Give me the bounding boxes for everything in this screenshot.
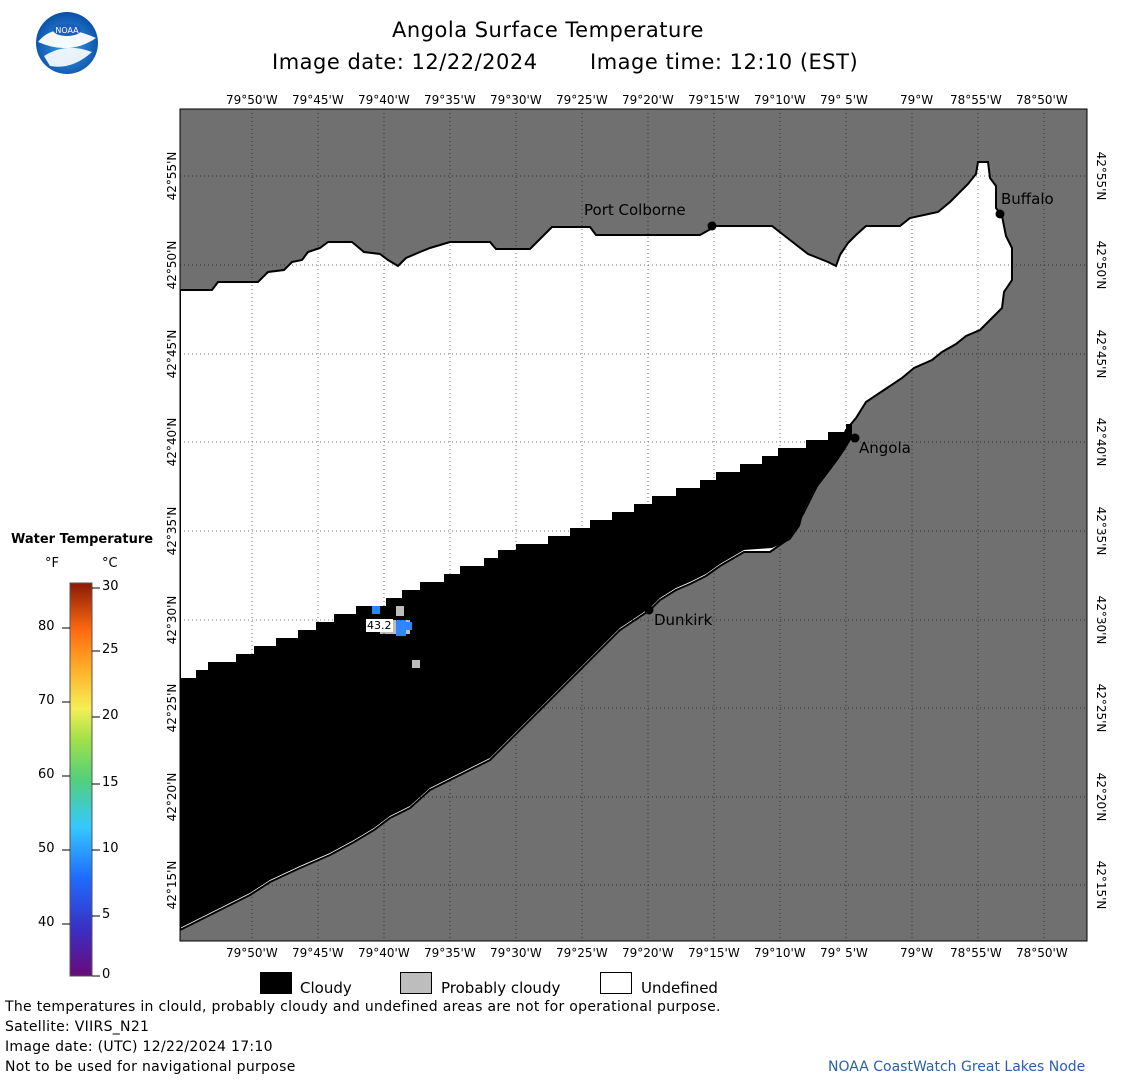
lon-tick: 79°W [900, 93, 934, 107]
cloudy-area [180, 424, 852, 928]
place-label-dunkirk: Dunkirk [654, 611, 713, 629]
lat-tick: 42°45'N [1094, 329, 1108, 379]
lat-tick: 42°45'N [165, 329, 179, 379]
lat-tick: 42°25'N [165, 683, 179, 733]
lon-tick: 78°50'W [1016, 93, 1068, 107]
lon-tick: 79°15'W [688, 93, 740, 107]
navigation-warning: Not to be used for navigational purpose [5, 1059, 296, 1075]
lon-tick: 79°45'W [292, 946, 344, 960]
lat-tick: 42°55'N [1094, 151, 1108, 201]
lon-tick: 79°40'W [358, 93, 410, 107]
lat-tick: 42°50'N [1094, 240, 1108, 290]
lat-tick: 42°30'N [165, 595, 179, 645]
probably-cloudy-pixel [396, 606, 404, 616]
unit-fahrenheit: °F [45, 556, 59, 571]
water-pixel [372, 606, 380, 614]
lon-tick: 79°25'W [556, 946, 608, 960]
legend-probably-cloudy-label: Probably cloudy [441, 979, 561, 997]
f-tick-label: 40 [38, 915, 55, 930]
lon-tick: 79°20'W [622, 93, 674, 107]
c-tick-label: 0 [102, 967, 111, 982]
dunkirk-marker [644, 605, 654, 615]
lon-tick: 79°30'W [490, 93, 542, 107]
f-tick-label: 50 [38, 841, 55, 856]
lon-tick: 79°50'W [226, 946, 278, 960]
map-title: Angola Surface Temperature [392, 18, 704, 42]
lat-tick: 42°30'N [1094, 595, 1108, 645]
lat-tick: 42°40'N [1094, 417, 1108, 467]
lat-tick: 42°35'N [1094, 506, 1108, 556]
lon-tick: 79°25'W [556, 93, 608, 107]
lat-tick: 42°40'N [165, 417, 179, 467]
f-tick-label: 60 [38, 767, 55, 782]
lon-tick: 79°20'W [622, 946, 674, 960]
cloudy-swatch [260, 972, 292, 994]
c-tick-label: 10 [102, 841, 119, 856]
lat-tick: 42°25'N [1094, 683, 1108, 733]
lon-tick: 79°50'W [226, 93, 278, 107]
c-tick-label: 25 [102, 642, 119, 657]
colorbar-title: Water Temperature [11, 532, 154, 547]
lon-tick: 79°45'W [292, 93, 344, 107]
legend-cloudy-label: Cloudy [300, 979, 352, 997]
satellite-text: Satellite: VIIRS_N21 [5, 1019, 150, 1035]
angola-marker [850, 433, 860, 443]
lon-tick: 79° 5'W [820, 946, 868, 960]
water-pixel [406, 622, 412, 630]
graticule [180, 109, 1087, 941]
lon-tick: 78°55'W [950, 946, 1002, 960]
svg-text:NOAA: NOAA [55, 26, 79, 35]
probably-cloudy-pixel [412, 660, 420, 668]
lat-tick: 42°15'N [165, 860, 179, 910]
lon-tick: 79°30'W [490, 946, 542, 960]
lon-tick: 78°50'W [1016, 946, 1068, 960]
lon-tick: 79°10'W [754, 946, 806, 960]
unit-celsius: °C [102, 556, 118, 571]
disclaimer-text: The temperatures in clould, probably clo… [5, 999, 721, 1015]
legend-undefined-label: Undefined [641, 979, 718, 997]
map-frame [179, 108, 1088, 942]
lon-tick: 78°55'W [950, 93, 1002, 107]
lat-tick: 42°20'N [1094, 772, 1108, 822]
place-label-port-colborne: Port Colborne [584, 201, 686, 219]
c-tick-label: 20 [102, 708, 119, 723]
undefined-swatch [600, 972, 632, 994]
place-label-angola: Angola [859, 439, 911, 457]
image-date: Image date: 12/22/2024 [272, 50, 538, 74]
lat-tick: 42°20'N [165, 772, 179, 822]
colorbar-ticks [62, 587, 100, 977]
lat-tick: 42°35'N [165, 506, 179, 556]
image-time: Image time: 12:10 (EST) [590, 50, 859, 74]
place-label-buffalo: Buffalo [1001, 190, 1054, 208]
lat-tick: 42°55'N [165, 151, 179, 201]
lon-tick: 79°35'W [424, 946, 476, 960]
lon-tick: 79°15'W [688, 946, 740, 960]
f-tick-label: 80 [38, 619, 55, 634]
temperature-colorbar [69, 582, 93, 977]
lat-tick: 42°15'N [1094, 860, 1108, 910]
lon-tick: 79°10'W [754, 93, 806, 107]
credit-text: NOAA CoastWatch Great Lakes Node [828, 1059, 1086, 1075]
buffalo-marker [995, 209, 1005, 219]
port-colborne-marker [707, 221, 717, 231]
utc-date-text: Image date: (UTC) 12/22/2024 17:10 [5, 1039, 273, 1055]
c-tick-label: 30 [102, 579, 119, 594]
lon-tick: 79°W [900, 946, 934, 960]
lon-tick: 79°35'W [424, 93, 476, 107]
temperature-data-label: 43.2 [366, 619, 393, 632]
lat-tick: 42°50'N [165, 240, 179, 290]
c-tick-label: 5 [102, 907, 111, 922]
probably-cloudy-swatch [400, 972, 432, 994]
lon-tick: 79° 5'W [820, 93, 868, 107]
c-tick-label: 15 [102, 775, 119, 790]
water-pixel [396, 620, 406, 636]
lon-tick: 79°40'W [358, 946, 410, 960]
f-tick-label: 70 [38, 693, 55, 708]
noaa-logo: NOAA [36, 12, 98, 74]
